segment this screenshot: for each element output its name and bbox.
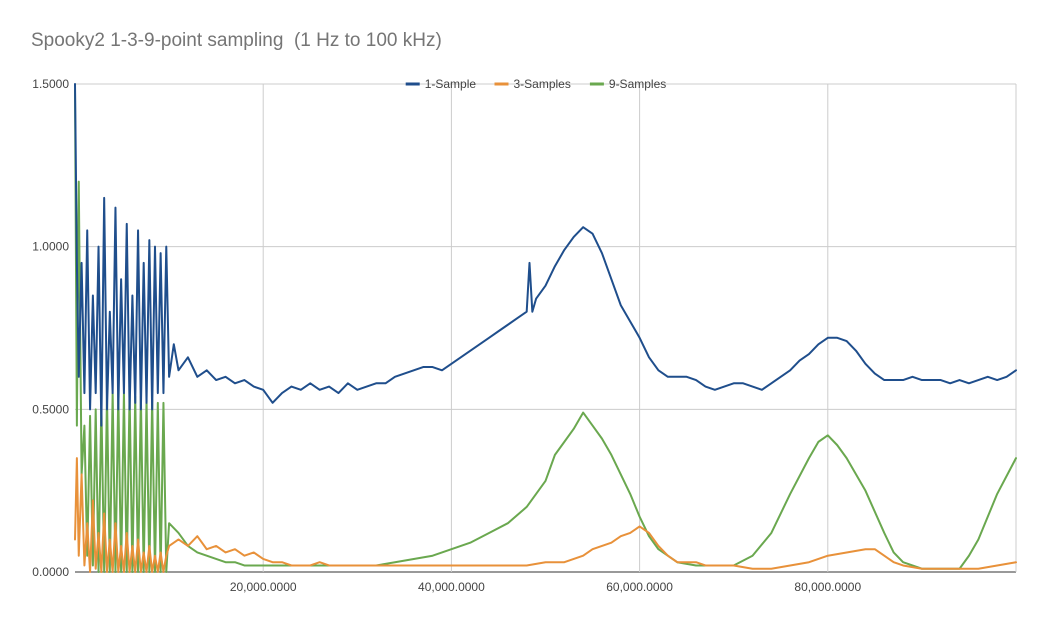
legend-label: 9-Samples [609,77,666,91]
y-tick-label: 0.0000 [32,565,69,579]
legend-label: 1-Sample [425,77,477,91]
series-line-3-samples [74,457,1017,573]
series-line-1-sample [74,83,1017,427]
series-line-9-samples [74,89,1017,573]
legend-item-9-samples[interactable]: 9-Samples [589,77,666,91]
x-tick-label: 60,000.0000 [606,580,673,594]
y-tick-label: 1.5000 [32,77,69,91]
legend-item-1-sample[interactable]: 1-Sample [405,77,477,91]
x-tick-label: 20,000.0000 [230,580,297,594]
chart-title: Spooky2 1-3-9-point sampling (1 Hz to 10… [31,30,442,51]
y-tick-label: 0.5000 [32,402,69,416]
x-tick-label: 80,000.0000 [794,580,861,594]
legend-item-3-samples[interactable]: 3-Samples [494,77,571,91]
x-tick-label: 40,000.0000 [418,580,485,594]
legend-label: 3-Samples [514,77,571,91]
y-tick-label: 1.0000 [32,240,69,254]
